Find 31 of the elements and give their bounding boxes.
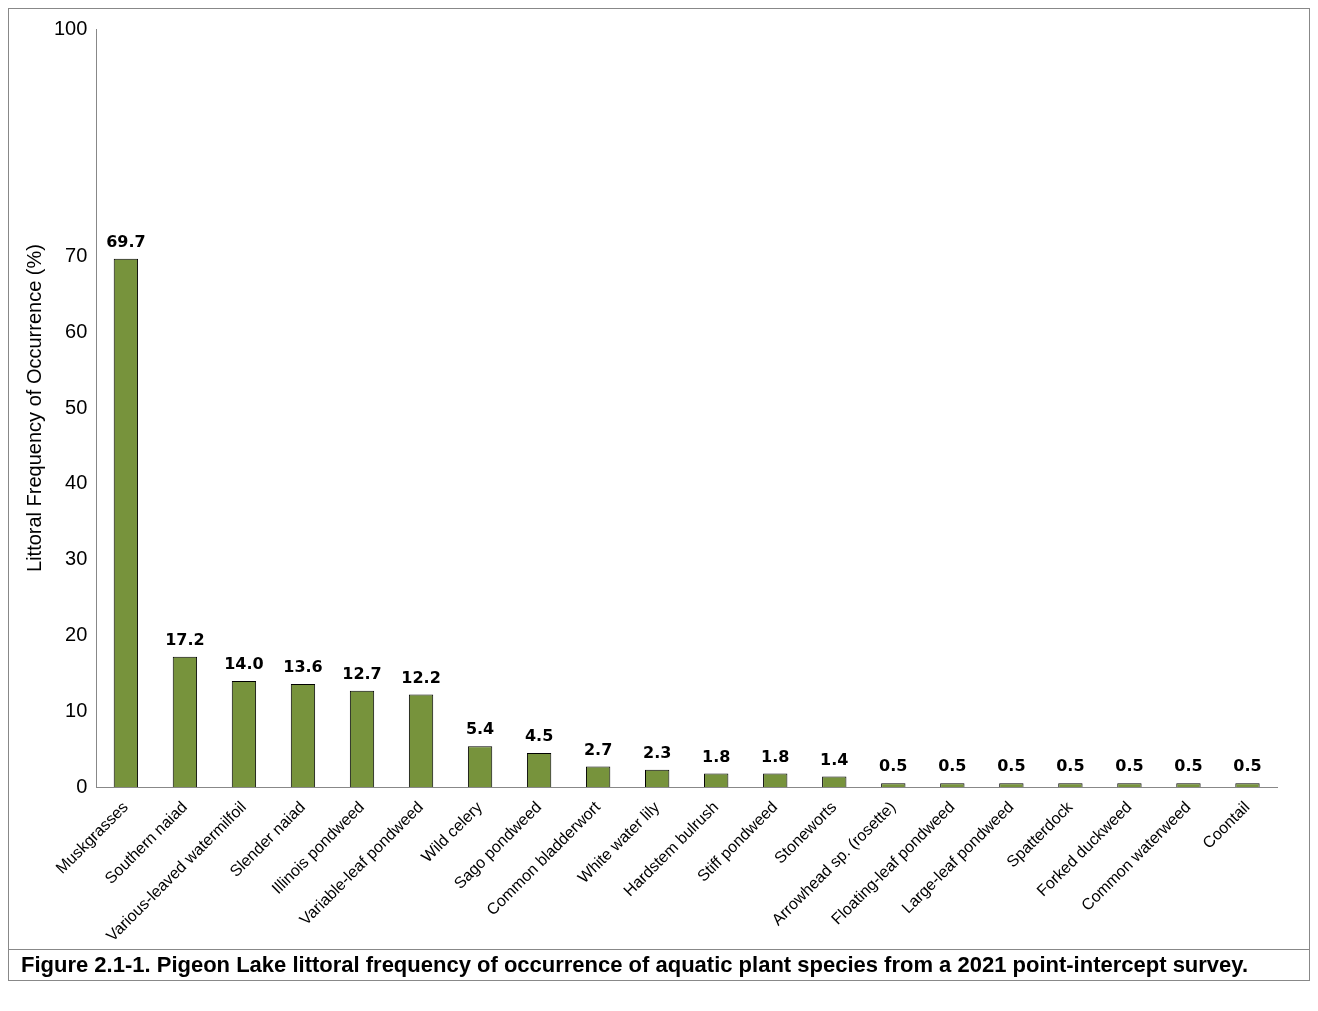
y-tick-label: 10 (65, 698, 88, 721)
data-label: 0.5 (879, 756, 908, 776)
data-label: 1.8 (702, 746, 731, 766)
data-label: 14.0 (224, 654, 264, 674)
data-label: 0.5 (1233, 756, 1262, 776)
data-label: 1.4 (820, 749, 849, 769)
data-label: 17.2 (165, 629, 205, 649)
y-tick-label: 0 (76, 774, 88, 797)
y-tick-label: 30 (65, 547, 88, 570)
y-tick-label: 60 (65, 319, 88, 342)
data-label: 0.5 (938, 756, 967, 776)
data-label: 2.3 (643, 742, 672, 762)
text: Figure 2.1-1. Pigeon Lake littoral frequency of occurrence of aquatic plant species from a 2021 point-intercept survey. (9, 949, 1309, 980)
y-tick-label: 40 (65, 471, 88, 494)
data-label: 12.2 (401, 667, 441, 687)
data-label: 12.7 (342, 663, 382, 683)
data-label: 13.6 (283, 657, 323, 677)
data-label: 0.5 (1174, 756, 1203, 776)
data-label: 0.5 (1056, 756, 1085, 776)
data-label: 1.8 (761, 746, 790, 766)
data-label: 69.7 (106, 231, 146, 251)
y-tick-label: 70 (65, 243, 88, 266)
data-label: 5.4 (465, 719, 495, 739)
data-label: 4.5 (524, 726, 554, 746)
y-tick-label: 20 (65, 622, 88, 645)
y-tick-label: 100 (53, 16, 88, 39)
y-tick-label: 50 (65, 395, 88, 418)
data-label: 0.5 (997, 756, 1026, 776)
data-label: 0.5 (1115, 756, 1144, 776)
data-label: 2.7 (583, 739, 613, 759)
y-axis-title: Littoral Frequency of Occurrence (%) (22, 244, 45, 572)
